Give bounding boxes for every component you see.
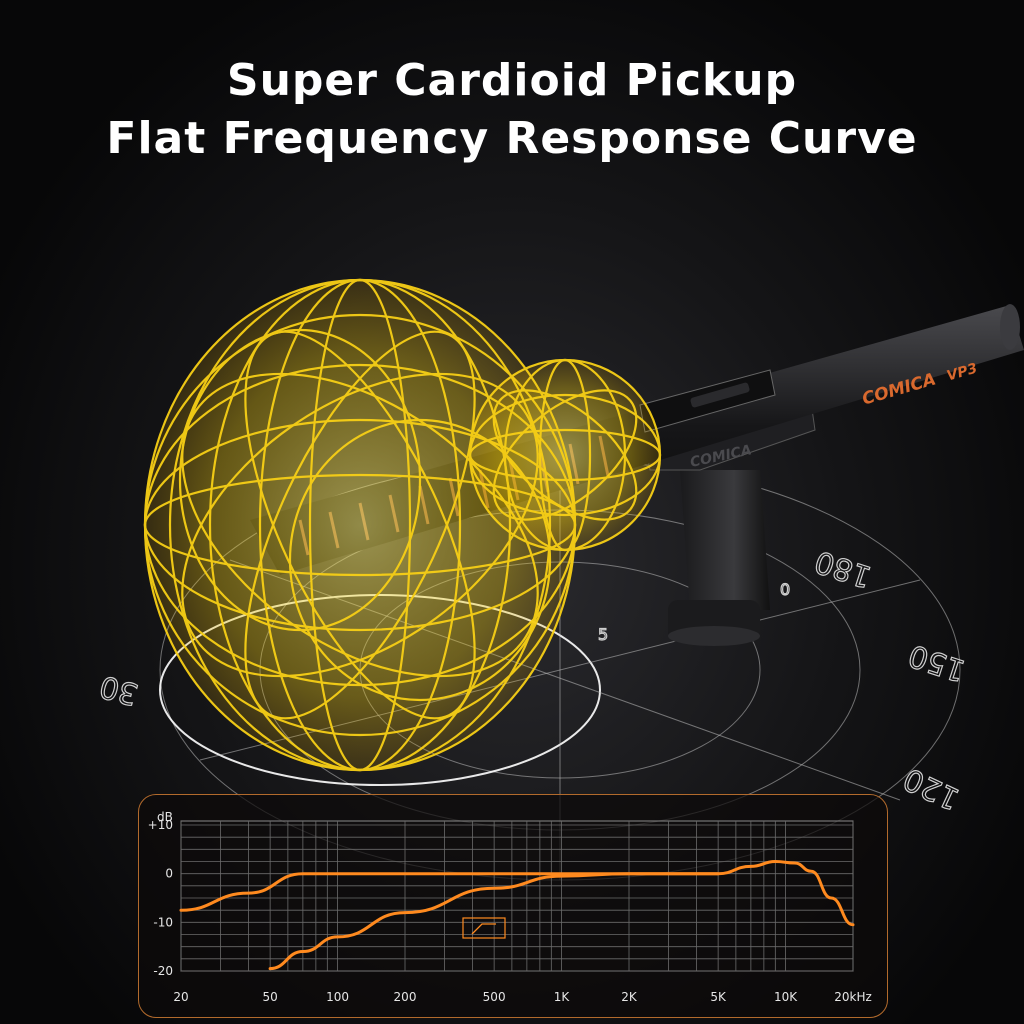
polar-label-120: 120	[898, 760, 965, 816]
x-tick-label: 1K	[554, 990, 571, 1004]
y-tick-label: 0	[165, 867, 173, 881]
polar-ring-label-5: 5	[598, 625, 608, 644]
polar-label-30: 30	[96, 668, 142, 712]
x-tick-label: 100	[326, 990, 349, 1004]
pickup-pattern	[143, 278, 662, 772]
y-tick-label: +10	[148, 818, 173, 832]
x-tick-label: 500	[483, 990, 506, 1004]
chart-series	[179, 859, 855, 971]
x-tick-label: 5K	[710, 990, 727, 1004]
x-tick-label: 50	[262, 990, 277, 1004]
x-tick-label: 200	[394, 990, 417, 1004]
y-tick-label: -20	[153, 964, 173, 978]
x-tick-label: 10K	[774, 990, 798, 1004]
headline-line-2: Flat Frequency Response Curve	[106, 113, 918, 164]
x-tick-label: 2K	[621, 990, 638, 1004]
polar-ring-label-0: 0	[780, 580, 790, 599]
y-tick-label: -10	[153, 915, 173, 929]
frequency-response-chart: +10 0 -10 -20 20 50 100 200 500 1K 2K 5K 10K 20kHz d…	[148, 810, 872, 1004]
headline-line-1: Super Cardioid Pickup	[226, 55, 798, 106]
chart-grid	[180, 820, 854, 972]
polar-label-150: 150	[904, 637, 969, 688]
low-cut-indicator	[462, 917, 506, 939]
y-axis-unit: dB	[157, 810, 173, 824]
x-axis-ticks: 20 50 100 200 500 1K 2K 5K 10K 20kHz	[173, 990, 871, 1004]
y-axis-ticks: +10 0 -10 -20	[148, 818, 173, 978]
x-tick-label: 20	[173, 990, 188, 1004]
x-tick-label: 20kHz	[834, 990, 872, 1004]
low-cut-icon	[471, 923, 496, 935]
plot-frame	[180, 820, 854, 972]
response-curve-1	[179, 859, 855, 927]
polar-label-180: 180	[811, 543, 876, 594]
frequency-response-panel: +10 0 -10 -20 20 50 100 200 500 1K 2K 5K 10K 20kHz d…	[138, 794, 888, 1018]
headline: Super Cardioid Pickup Flat Frequency Res…	[0, 52, 1024, 168]
response-curve-2	[268, 872, 720, 971]
